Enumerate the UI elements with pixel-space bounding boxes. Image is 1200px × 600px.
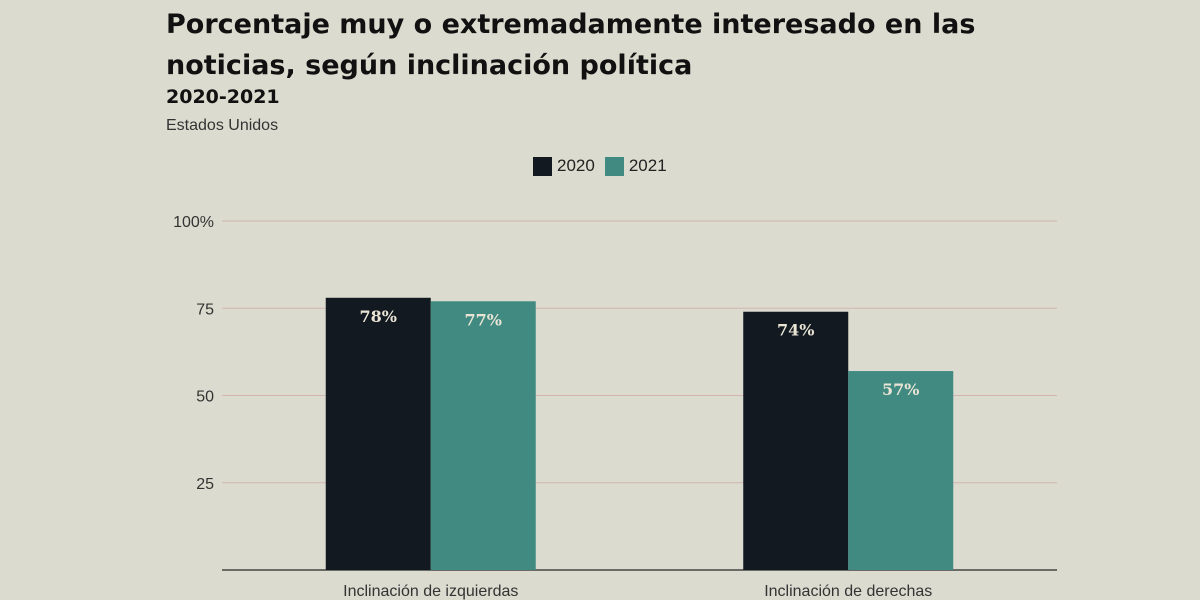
y-tick-label: 100% <box>173 214 214 231</box>
legend: 2020 2021 <box>533 156 677 176</box>
legend-swatch-2021 <box>604 156 624 176</box>
y-tick-label: 75 <box>196 301 214 318</box>
legend-swatch-2020 <box>533 156 552 176</box>
bar <box>743 311 849 570</box>
y-tick-label: 50 <box>196 389 214 406</box>
x-category-label: Inclinación de izquierdas <box>343 583 518 600</box>
x-category-label: Inclinación de derechas <box>764 583 932 600</box>
bar <box>848 371 954 570</box>
chart-title: Porcentaje muy o extremadamente interesa… <box>166 9 976 81</box>
legend-item-2020: 2020 <box>533 156 595 176</box>
data-label: 57% <box>882 380 919 399</box>
chart-note: Estados Unidos <box>166 117 279 134</box>
data-label: 77% <box>465 310 502 329</box>
y-tick-label: 25 <box>196 476 214 493</box>
data-label: 74% <box>777 321 814 340</box>
legend-label-2021: 2021 <box>628 156 667 175</box>
chart-subtitle: 2020-2021 <box>166 86 280 108</box>
bar <box>430 301 536 570</box>
legend-item-2021: 2021 <box>604 156 667 176</box>
legend-label-2020: 2020 <box>557 156 595 175</box>
bar <box>325 297 431 570</box>
data-label: 78% <box>360 307 397 326</box>
